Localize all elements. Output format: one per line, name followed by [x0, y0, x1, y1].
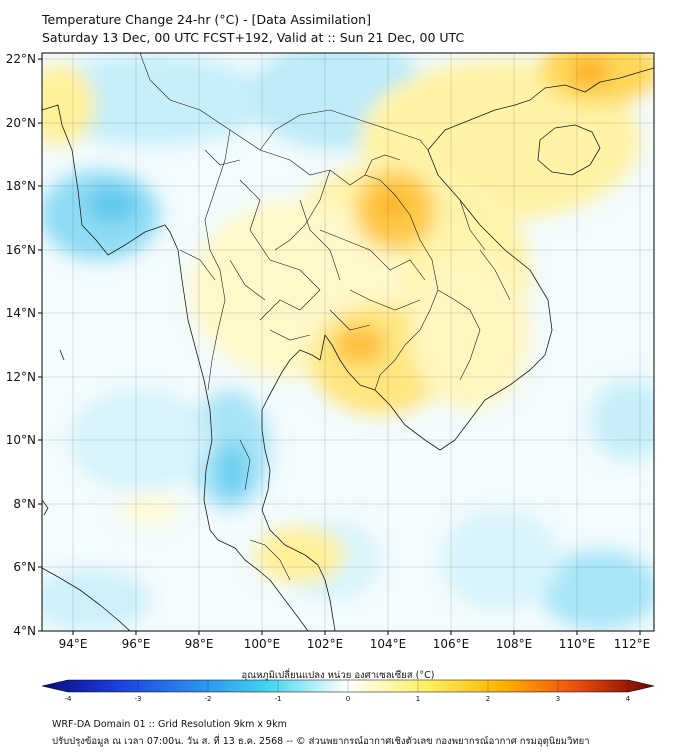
lat-label: 4°N — [13, 624, 36, 638]
lon-label: 108°E — [496, 637, 533, 651]
lat-label: 20°N — [6, 116, 36, 130]
colorbar-tick: 3 — [556, 695, 560, 703]
axis-ticks — [38, 58, 641, 635]
colorbar-tick: -2 — [205, 695, 212, 703]
lat-label: 14°N — [6, 306, 36, 320]
lon-label: 96°E — [122, 637, 151, 651]
lat-label: 18°N — [6, 179, 36, 193]
lon-label: 112°E — [614, 637, 651, 651]
lat-label: 16°N — [6, 243, 36, 257]
temperature-change-field — [42, 53, 654, 631]
colorbar-tick: 2 — [486, 695, 490, 703]
map-title: Temperature Change 24-hr (°C) - [Data As… — [42, 12, 371, 27]
lon-label: 98°E — [185, 637, 214, 651]
colorbar-label: อุณหภูมิเปลี่ยนแปลง หน่วย องศาเซลเซียส (… — [241, 670, 435, 681]
lon-label: 110°E — [559, 637, 596, 651]
colorbar-tick: 4 — [626, 695, 631, 703]
lat-label: 10°N — [6, 433, 36, 447]
colorbar-tick: 0 — [346, 695, 350, 703]
colorbar-tick: -3 — [135, 695, 142, 703]
lat-label: 6°N — [13, 560, 36, 574]
lon-label: 100°E — [244, 637, 281, 651]
latitude-labels: 22°N 20°N 18°N 16°N 14°N 12°N 10°N 8°N 6… — [6, 52, 36, 638]
country-borders — [139, 53, 511, 581]
colorbar-tick: -4 — [65, 695, 73, 703]
longitude-labels: 94°E 96°E 98°E 100°E 102°E 104°E 106°E 1… — [59, 637, 651, 651]
map-frame — [41, 52, 655, 632]
lat-label: 12°N — [6, 370, 36, 384]
model-info: WRF-DA Domain 01 :: Grid Resolution 9km … — [52, 719, 287, 730]
lon-label: 94°E — [59, 637, 88, 651]
lon-label: 104°E — [370, 637, 407, 651]
map-subtitle-valid-time: Saturday 13 Dec, 00 UTC FCST+192, Valid … — [42, 30, 465, 45]
lat-label: 22°N — [6, 52, 36, 66]
lat-label: 8°N — [13, 497, 36, 511]
colorbar-tick: -1 — [275, 695, 282, 703]
colorbar: -4 -3 -2 -1 0 1 2 3 4 — [41, 679, 655, 703]
lon-label: 102°E — [307, 637, 344, 651]
lon-label: 106°E — [433, 637, 470, 651]
graticule — [42, 53, 654, 631]
colorbar-tick: 1 — [416, 695, 420, 703]
coastlines — [42, 67, 654, 631]
update-credit: ปรับปรุงข้อมูล ณ เวลา 07:00น. วัน ส. ที่… — [52, 736, 590, 747]
